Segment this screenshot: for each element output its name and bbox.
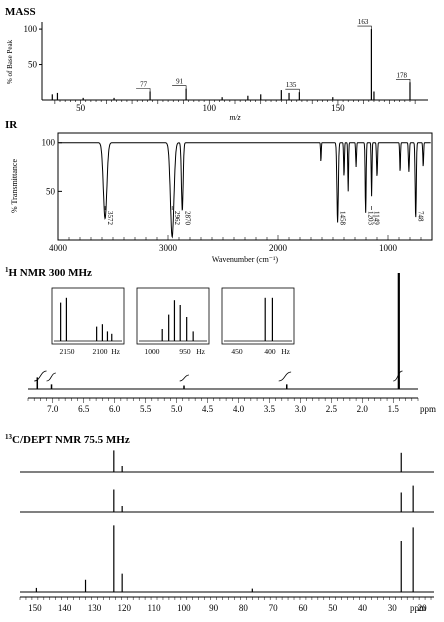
h-nmr-inset-tick: 1000 xyxy=(145,347,160,356)
ir-x-tick-label: 1000 xyxy=(379,243,398,253)
h-nmr-inset-tick: 950 xyxy=(179,347,191,356)
c-nmr-tick-label: 40 xyxy=(358,603,368,613)
mass-y-tick-label: 100 xyxy=(24,24,38,34)
h-nmr-inset-tick: 450 xyxy=(231,347,243,356)
h-nmr-inset-tick: 2150 xyxy=(60,347,75,356)
mass-peak-leader xyxy=(136,88,151,94)
mass-peak-label: 77 xyxy=(140,80,148,88)
ir-spectrum-panel: IR % Transmittance 50 100 4000 3000 2000 1000 Wa… xyxy=(5,119,433,264)
c-nmr-tick-label: 70 xyxy=(269,603,279,613)
c-nmr-title: 13C/DEPT NMR 75.5 MHz xyxy=(5,433,130,446)
ir-x-tick-label: 2000 xyxy=(269,243,288,253)
ir-x-tick-label: 3000 xyxy=(159,243,178,253)
c-nmr-tick-label: 120 xyxy=(117,603,131,613)
mass-spectrum-panel: MASS % of Base Peak 50 100 50 100 150 m/z 77 91 13… xyxy=(5,6,428,122)
h-nmr-tick-label: 4.5 xyxy=(202,404,214,414)
mass-y-label: % of Base Peak xyxy=(6,39,14,84)
mass-peak-label: 135 xyxy=(286,81,297,89)
c-dept-nmr-panel: 13C/DEPT NMR 75.5 MHz 150 140 130 120 110 100 9… xyxy=(5,433,434,613)
mass-title: MASS xyxy=(5,6,36,18)
mass-peak-leader xyxy=(357,25,372,32)
mass-y-tick-label: 50 xyxy=(28,60,38,70)
c-nmr-tick-label: 20 xyxy=(418,603,428,613)
h-nmr-inset-tick: 400 xyxy=(264,347,276,356)
c-nmr-tick-label: 130 xyxy=(88,603,102,613)
c-nmr-tick-label: 100 xyxy=(177,603,191,613)
c-nmr-tick-label: 110 xyxy=(147,603,161,613)
ir-title: IR xyxy=(5,119,18,131)
h-nmr-tick-label: 5.0 xyxy=(171,404,183,414)
mass-peak-label: 163 xyxy=(358,18,369,26)
h-nmr-inset-tick: 2100 xyxy=(93,347,108,356)
mass-x-tick-label: 50 xyxy=(76,103,86,113)
h-nmr-tick-label: 2.0 xyxy=(357,404,369,414)
h-nmr-integral xyxy=(34,370,47,382)
ir-band-label: 1458 xyxy=(339,211,347,226)
c-nmr-tick-label: 80 xyxy=(239,603,249,613)
ir-trace xyxy=(59,142,431,239)
ir-band-label: 1149 xyxy=(373,211,381,225)
c-nmr-tick-label: 30 xyxy=(388,603,398,613)
mass-x-tick-label: 150 xyxy=(331,103,345,113)
h-nmr-tick-label: 4.0 xyxy=(233,404,245,414)
h-nmr-x-label: ppm xyxy=(420,404,436,414)
c-nmr-tick-label: 140 xyxy=(58,603,72,613)
c-nmr-tick-label: 60 xyxy=(298,603,308,613)
h-nmr-inset-unit: Hz xyxy=(196,347,205,356)
h-nmr-integral xyxy=(393,370,403,382)
mass-peak-label: 178 xyxy=(396,71,407,79)
mass-peak-leader xyxy=(395,78,411,85)
h-nmr-inset-unit: Hz xyxy=(111,347,120,356)
h-nmr-inset-frame xyxy=(51,287,125,345)
mass-x-label: m/z xyxy=(229,113,241,122)
ir-band-label: 3572 xyxy=(106,211,114,226)
h-nmr-tick-label: 1.5 xyxy=(388,404,400,414)
mass-peak-leader xyxy=(285,88,300,95)
c-nmr-x-label: ppm xyxy=(410,603,426,613)
h-nmr-title: 1H NMR 300 MHz xyxy=(5,266,92,279)
c-nmr-tick-label: 50 xyxy=(328,603,338,613)
ir-y-tick-label: 100 xyxy=(42,138,56,148)
mass-peak-label: 91 xyxy=(176,78,184,86)
h-nmr-tick-label: 3.0 xyxy=(295,404,307,414)
c-nmr-tick-label: 150 xyxy=(28,603,42,613)
h-nmr-inset-unit: Hz xyxy=(281,347,290,356)
ir-y-label: % Transmittance xyxy=(10,159,19,213)
h-nmr-inset-frame xyxy=(136,287,210,345)
h-nmr-integral xyxy=(46,372,56,382)
h-nmr-inset-frame xyxy=(221,287,295,345)
h-nmr-integral xyxy=(179,374,190,382)
h-nmr-tick-label: 3.5 xyxy=(264,404,276,414)
ir-y-tick-label: 50 xyxy=(46,186,56,196)
ir-band-label: 748 xyxy=(417,211,425,222)
ir-x-tick-label: 4000 xyxy=(49,243,68,253)
h-nmr-tick-label: 6.0 xyxy=(109,404,121,414)
c-nmr-tick-label: 90 xyxy=(209,603,219,613)
mass-x-tick-label: 100 xyxy=(203,103,217,113)
h-nmr-tick-label: 6.5 xyxy=(78,404,90,414)
ir-band-label: 1203 xyxy=(367,211,375,226)
h-nmr-tick-label: 7.0 xyxy=(47,404,59,414)
h-nmr-tick-label: 2.5 xyxy=(326,404,338,414)
h-nmr-integral xyxy=(278,371,292,382)
ir-x-label: Wavenumber (cm⁻¹) xyxy=(212,255,279,264)
mass-peak-leader xyxy=(172,85,187,91)
h-nmr-panel: 1H NMR 300 MHz 7.0 6.5 6.0 5.5 5.0 4.5 4.0 3.5 3.… xyxy=(5,266,436,414)
ir-band-label: 2870 xyxy=(183,211,191,226)
ir-band-label: 2962 xyxy=(173,211,181,226)
h-nmr-tick-label: 5.5 xyxy=(140,404,152,414)
